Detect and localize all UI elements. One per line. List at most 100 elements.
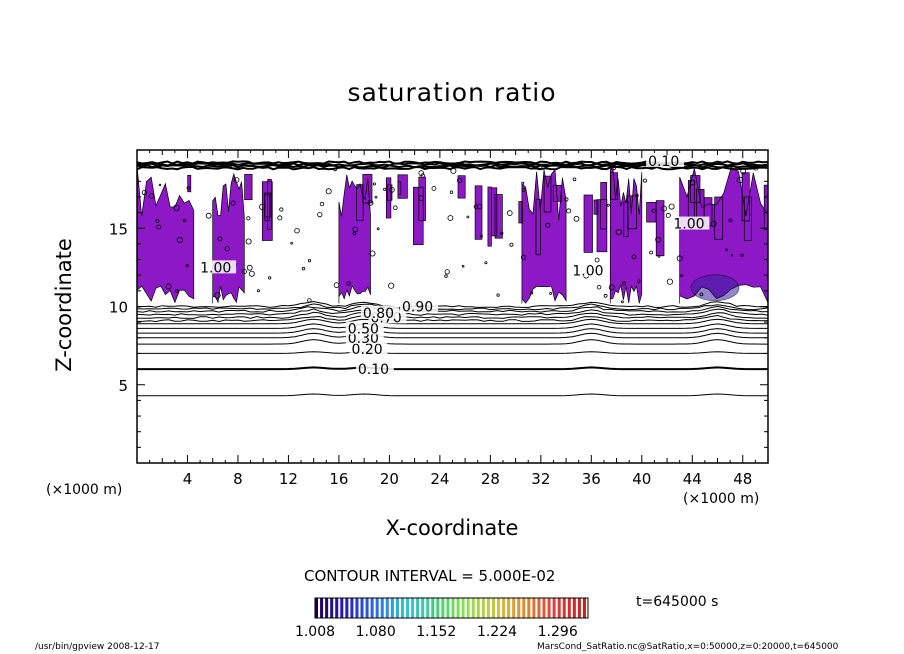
contour-speck (651, 208, 656, 213)
supersaturated-streak (623, 201, 629, 238)
contour-speck (676, 255, 683, 262)
x-axis: 4 8 12 16 20 24 28 32 36 40 44 48 (136, 150, 769, 488)
contour-speck (301, 266, 306, 271)
colorbar-strip (390, 598, 394, 618)
contour-label-bg (646, 153, 685, 167)
contour-label-bg (671, 216, 710, 230)
colorbar-strip (380, 598, 384, 618)
contour-speck (372, 182, 376, 186)
colorbar-strip (456, 598, 460, 618)
supersaturated-streak (386, 177, 391, 218)
supersaturated-streak (494, 194, 503, 239)
contour-speck (479, 234, 483, 238)
colorbar-strip (522, 598, 526, 618)
supersaturated-streak (475, 185, 482, 240)
contour-label-bg (360, 305, 399, 319)
contour-speck (155, 218, 160, 223)
supersaturated-streak (491, 187, 497, 236)
supersaturated-streak (536, 199, 541, 255)
supersaturated-region (679, 167, 768, 304)
colorbar-strip (562, 598, 566, 618)
supersaturated-streak (474, 185, 483, 240)
contour-label-bg (345, 321, 384, 335)
contour-speck (176, 236, 183, 244)
colorbar-strip (552, 598, 556, 618)
contour-speck (165, 283, 172, 290)
supersaturated-streak (535, 198, 541, 256)
x-tick-label: 16 (329, 470, 348, 488)
contour-label-bg (355, 362, 394, 376)
supersaturated-streak (597, 199, 607, 252)
contour-speck (374, 195, 378, 199)
contour-speck (217, 236, 223, 242)
contour-speck (431, 185, 437, 191)
supersaturated-streak (553, 185, 562, 202)
contour-label: 0.80 (363, 306, 394, 322)
supersaturated-streak (544, 176, 551, 212)
supersaturated-region (521, 169, 567, 304)
supersaturated-streak (518, 201, 524, 224)
contour-speck (233, 177, 240, 183)
supersaturated-region (212, 172, 245, 304)
contour-speck (631, 254, 637, 260)
contour-speck (352, 231, 357, 236)
colorbar-strip (532, 598, 536, 618)
supersaturated-streak (593, 199, 599, 215)
supersaturated-streak (244, 174, 253, 201)
contour-speck (461, 264, 465, 268)
supersaturated-streak (627, 195, 637, 229)
contour-speck (307, 298, 312, 303)
contour-speck (173, 204, 180, 211)
x-tick-label: 44 (683, 470, 702, 488)
supersaturated-region (521, 169, 567, 304)
contour-speck (740, 253, 744, 257)
colorbar-strip (370, 598, 374, 618)
contour-speck (665, 212, 671, 218)
contour-line (137, 303, 768, 311)
colorbar-strip (436, 598, 440, 618)
colorbar-strip (400, 598, 404, 618)
x-tick-label: 4 (183, 470, 193, 488)
contour-label: 1.00 (673, 217, 704, 233)
contour-speck (369, 250, 376, 257)
colorbar-strip (502, 598, 506, 618)
colorbar-tick-label: 1.224 (477, 624, 517, 640)
contour-speck (603, 293, 608, 298)
supersaturated-streak (413, 187, 424, 245)
supersaturated-streak (743, 196, 752, 241)
contour-speck (680, 274, 684, 278)
contour-speck (294, 227, 300, 234)
contour-label-bg (349, 341, 388, 355)
contour-speck (484, 261, 488, 265)
supersaturated-streak (744, 197, 752, 241)
supersaturated-streak (763, 184, 768, 230)
contour-speck (736, 176, 744, 184)
supersaturated-streak (596, 199, 608, 253)
contour-speck (655, 236, 661, 243)
colorbar-tick-label: 1.296 (538, 624, 578, 640)
colorbar-strip (441, 598, 445, 618)
contour-line (137, 318, 768, 325)
contour-speck (666, 278, 674, 285)
contour-speck (545, 222, 551, 228)
contour-speck (752, 164, 759, 171)
contour-speck (730, 253, 734, 257)
contour-speck (449, 190, 454, 194)
contour-label: 0.90 (402, 300, 433, 316)
x-unit-label-left: (×1000 m) (46, 482, 123, 498)
supersaturated-streak (623, 201, 629, 237)
contour-line (137, 311, 768, 319)
supersaturated-streak (696, 189, 705, 219)
contour-speck (186, 186, 191, 190)
contour-line (137, 351, 768, 354)
contour-speck (529, 291, 534, 295)
contour-speck (608, 284, 615, 291)
contour-line (137, 339, 768, 345)
contour-line (137, 305, 768, 313)
x-tick-label: 28 (481, 470, 500, 488)
contour-speck (224, 246, 230, 252)
contour-speck (268, 276, 272, 280)
contour-speck (175, 289, 179, 294)
contour-speck (447, 215, 454, 221)
